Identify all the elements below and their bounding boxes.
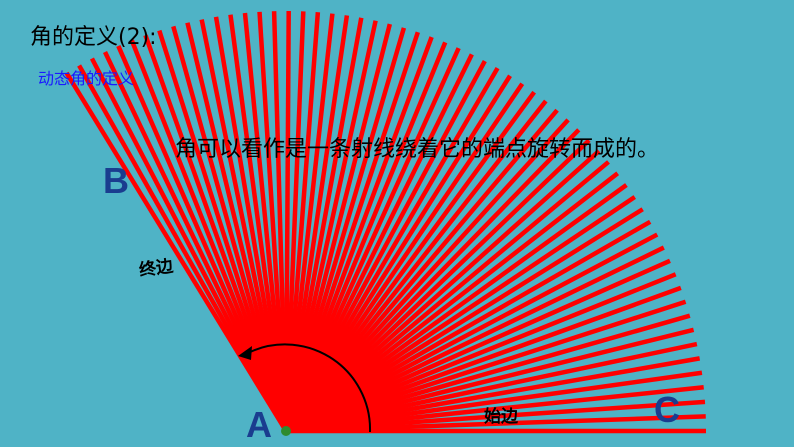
ray — [285, 272, 677, 434]
ray — [284, 195, 637, 433]
ray — [284, 74, 512, 433]
ray — [283, 36, 434, 432]
ray — [285, 399, 706, 434]
ray — [284, 207, 644, 433]
ray — [283, 13, 335, 432]
ray — [284, 183, 628, 433]
ray — [116, 45, 289, 432]
ray — [284, 118, 570, 433]
ray — [285, 356, 701, 434]
point-a: A — [246, 404, 272, 445]
ray — [284, 82, 525, 433]
ray — [77, 64, 288, 433]
statement: 角可以看作是一条射线绕着它的端点旋转而成的。 — [175, 137, 659, 162]
ray — [284, 138, 591, 433]
ray — [284, 99, 548, 433]
ray — [285, 313, 691, 434]
ray — [89, 57, 288, 433]
point-c: C — [654, 389, 680, 430]
initial-side-label: 始边 — [484, 406, 519, 427]
terminal-side-label: 终边 — [138, 255, 176, 281]
ray — [284, 108, 559, 433]
rotation-arc — [243, 343, 372, 433]
vertex-dot — [281, 426, 291, 436]
ray — [64, 71, 288, 433]
ray — [284, 67, 500, 433]
ray — [285, 285, 682, 434]
ray — [257, 11, 289, 432]
ray — [283, 12, 321, 432]
ray — [129, 39, 289, 432]
ray — [171, 25, 289, 432]
ray — [285, 258, 671, 434]
ray — [283, 20, 378, 432]
ray — [283, 27, 407, 432]
ray — [283, 15, 350, 432]
ray — [283, 11, 306, 432]
ray — [283, 47, 461, 432]
ray — [283, 41, 448, 432]
ray — [285, 341, 698, 434]
ray — [228, 14, 289, 432]
arrow-head — [238, 346, 252, 360]
ray — [285, 385, 704, 434]
ray — [284, 171, 620, 433]
ray — [143, 34, 289, 432]
ray — [284, 90, 536, 433]
ray — [157, 29, 289, 432]
fan — [64, 10, 706, 434]
ray — [283, 23, 393, 432]
ray — [213, 16, 289, 432]
ray — [199, 19, 289, 432]
ray — [283, 53, 474, 432]
ray — [285, 245, 665, 434]
ray — [285, 370, 703, 434]
ray — [284, 232, 659, 433]
ray — [185, 22, 289, 432]
ray — [242, 12, 289, 432]
title: 角的定义(2): — [30, 25, 157, 50]
ray — [284, 128, 581, 433]
ray — [283, 31, 420, 432]
ray — [284, 219, 652, 433]
ray — [283, 17, 364, 432]
ray — [284, 59, 487, 433]
ray — [284, 149, 601, 433]
ray — [285, 299, 687, 434]
ray — [285, 414, 706, 434]
ray — [283, 10, 291, 432]
ray — [284, 160, 610, 433]
point-b: B — [103, 160, 129, 201]
ray — [271, 11, 289, 432]
ray — [285, 327, 695, 434]
subtitle: 动态角的定义 — [38, 69, 134, 88]
ray — [102, 51, 289, 432]
